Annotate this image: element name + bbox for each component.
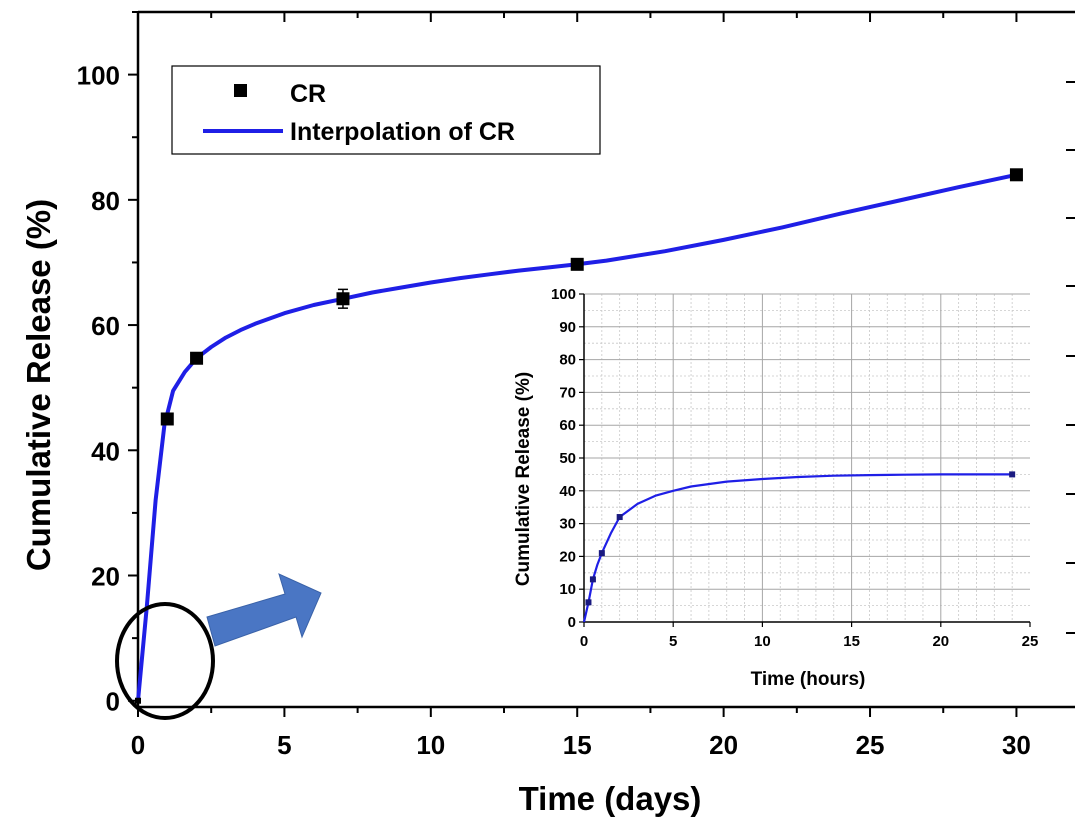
inset-y-tick-label: 50 xyxy=(559,450,576,467)
legend-label-cr: CR xyxy=(290,80,326,108)
inset-grid xyxy=(584,293,1030,622)
main-y-tick-label: 60 xyxy=(91,311,120,341)
main-data-point xyxy=(336,292,350,306)
main-data-point xyxy=(135,697,141,704)
main-series xyxy=(135,168,1023,704)
main-y-tick-label: 40 xyxy=(91,436,120,466)
inset-x-tick-label: 0 xyxy=(580,633,588,650)
inset-y-axis-title: Cumulative Release (%) xyxy=(513,372,534,586)
main-x-tick-label: 30 xyxy=(1002,730,1031,760)
main-x-tick-label: 20 xyxy=(709,730,738,760)
main-x-tick-label: 5 xyxy=(277,730,291,760)
inset-data-point xyxy=(616,514,623,521)
zoom-arrow xyxy=(206,573,322,647)
main-interpolation-line xyxy=(136,172,1017,701)
inset-y-tick-label: 0 xyxy=(568,614,576,631)
inset-plot: 0 5 10 15 20 25 0 10 20 30 40 50 60 70 80 90 100 Time (h… xyxy=(513,286,1038,690)
inset-y-tick-label: 100 xyxy=(551,286,576,303)
inset-data-point xyxy=(1009,471,1016,478)
main-x-tick-label: 10 xyxy=(416,730,445,760)
main-y-tick-label: 0 xyxy=(106,687,120,717)
inset-data-point xyxy=(589,576,596,583)
main-plot-frame xyxy=(136,10,1075,709)
inset-series xyxy=(582,471,1016,623)
inset-x-axis-title: Time (hours) xyxy=(751,669,866,690)
inset-y-tick-label: 10 xyxy=(559,581,576,598)
inset-y-tick-label: 70 xyxy=(559,384,576,401)
main-data-point xyxy=(160,412,174,426)
inset-y-tick-label: 60 xyxy=(559,417,576,434)
main-x-tick-label: 15 xyxy=(563,730,592,760)
highlight-circle xyxy=(115,602,215,720)
inset-data-point xyxy=(585,599,592,606)
inset-data-point xyxy=(598,550,605,557)
main-data-point xyxy=(190,351,204,365)
legend-marker-cr xyxy=(234,84,247,97)
legend: CR Interpolation of CR xyxy=(171,65,601,155)
main-y-axis-title: Cumulative Release (%) xyxy=(20,199,57,571)
main-axis-ticks xyxy=(128,11,1075,717)
main-x-tick-label: 25 xyxy=(856,730,885,760)
inset-interpolation-line xyxy=(582,473,1013,623)
inset-y-tick-label: 40 xyxy=(559,483,576,500)
inset-x-tick-label: 15 xyxy=(843,633,860,650)
inset-frame xyxy=(579,293,1031,627)
inset-x-tick-label: 5 xyxy=(669,633,677,650)
inset-y-tick-label: 20 xyxy=(559,548,576,565)
inset-x-tick-label: 10 xyxy=(754,633,771,650)
main-y-tick-label: 80 xyxy=(91,186,120,216)
inset-y-tick-label: 90 xyxy=(559,319,576,336)
main-data-point xyxy=(570,257,584,271)
main-data-point xyxy=(1009,168,1023,182)
legend-box xyxy=(171,65,601,155)
inset-tick-labels: 0 5 10 15 20 25 0 10 20 30 40 50 60 70 80 90 100 xyxy=(551,286,1038,650)
main-x-tick-label: 0 xyxy=(131,730,145,760)
inset-x-tick-label: 25 xyxy=(1022,633,1039,650)
inset-y-tick-label: 80 xyxy=(559,352,576,369)
inset-x-tick-label: 20 xyxy=(932,633,949,650)
main-x-axis-title: Time (days) xyxy=(519,780,702,817)
legend-label-interpolation: Interpolation of CR xyxy=(290,118,515,146)
main-y-tick-label: 100 xyxy=(77,61,120,91)
inset-y-tick-label: 30 xyxy=(559,516,576,533)
main-y-tick-label: 20 xyxy=(91,562,120,592)
